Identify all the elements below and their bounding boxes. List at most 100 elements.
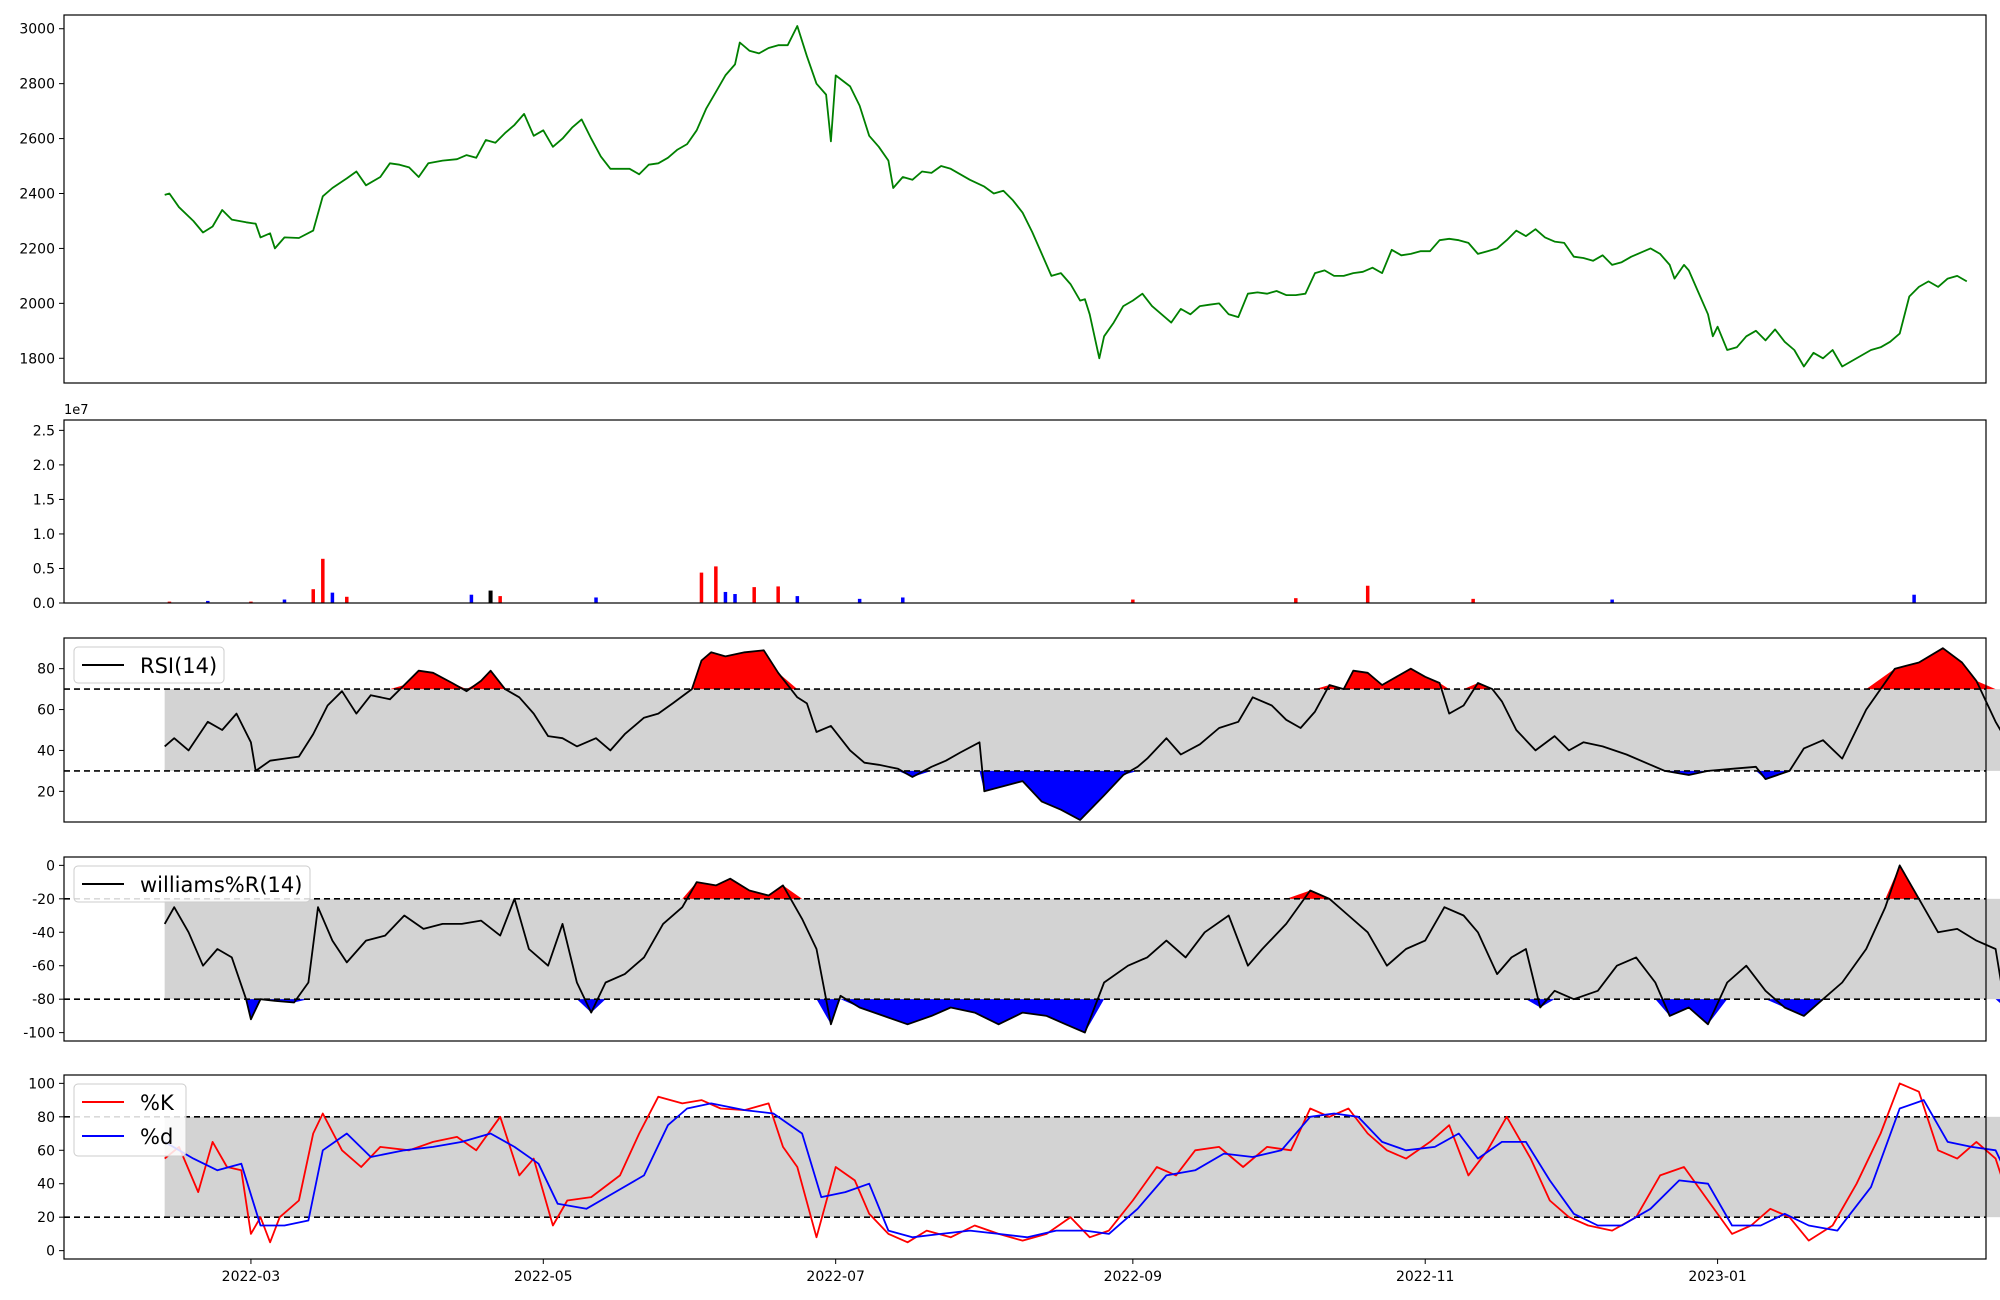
volume-bar (1131, 599, 1135, 603)
x-tick-label: 2022-03 (222, 1269, 281, 1285)
volume-bar (752, 587, 756, 603)
volume-bar (1471, 598, 1475, 603)
williams-legend-box (73, 865, 311, 903)
volume-bar (498, 596, 502, 603)
rsi-oversold-fill (164, 770, 2000, 820)
stochastic-ytick-label: 60 (37, 1143, 55, 1159)
x-tick-label: 2022-11 (1396, 1269, 1455, 1285)
rsi-neutral-band (164, 689, 2000, 771)
d-legend-label: %d (140, 1125, 173, 1149)
rsi-line (164, 647, 2000, 821)
stochastic-ytick-label: 80 (37, 1110, 55, 1126)
price-ytick-label: 2000 (19, 296, 55, 312)
price-ytick-label: 2800 (19, 77, 55, 93)
volume-bar (594, 597, 598, 603)
williams-y-axis: 0 -20 -40 -60 -80 -100 (23, 858, 64, 1042)
rsi-ytick-label: 40 (37, 743, 55, 759)
williams-legend-label: williams%R(14) (140, 873, 302, 897)
williams-ytick-label: -20 (32, 892, 55, 908)
stochastic-ytick-label: 100 (28, 1076, 55, 1092)
volume-bar (1294, 598, 1298, 603)
price-plot-area (164, 25, 1968, 368)
volume-bar (1610, 599, 1614, 603)
stochastic-legend: %K %d (73, 1083, 187, 1157)
williams-legend: williams%R(14) (73, 865, 311, 903)
volume-y-axis: 0.0 0.5 1.0 1.5 2.0 2.5 (33, 423, 64, 612)
rsi-y-axis: 20 40 60 80 (37, 662, 64, 800)
stochastic-ytick-label: 0 (46, 1244, 55, 1260)
k-line (164, 1082, 2000, 1244)
volume-bar (488, 590, 493, 603)
price-ytick-label: 3000 (19, 22, 55, 38)
price-axes-frame (63, 14, 1987, 384)
volume-bar (857, 598, 862, 603)
volume-bar (282, 599, 287, 603)
rsi-legend-label: RSI(14) (140, 654, 217, 678)
williams-ytick-label: -80 (32, 992, 55, 1008)
stochastic-ytick-label: 20 (37, 1210, 55, 1226)
x-tick-label: 2022-05 (514, 1269, 573, 1285)
williams-axes-frame (63, 856, 1987, 1042)
williams-ytick-label: 0 (46, 858, 55, 874)
volume-ytick-label: 2.5 (33, 423, 55, 439)
price-y-axis: 1800 2000 2200 2400 2600 2800 3000 (19, 22, 64, 367)
volume-bar (699, 572, 704, 603)
volume-bar (206, 600, 210, 603)
williams-line (163, 864, 2000, 1034)
rsi-axes-frame (63, 637, 1987, 823)
volume-ytick-label: 1.5 (33, 492, 55, 508)
volume-ytick-label: 2.0 (33, 458, 55, 474)
williams-ytick-label: -100 (23, 1026, 55, 1042)
volume-ytick-label: 1.0 (33, 527, 55, 543)
stochastic-ytick-label: 40 (37, 1177, 55, 1193)
rsi-panel: 20 40 60 80 RSI(14) (37, 637, 2000, 823)
volume-bar (795, 596, 800, 603)
price-panel: 1800 2000 2200 2400 2600 2800 3000 (19, 14, 1987, 384)
williams-neutral-band (164, 898, 2000, 1000)
volume-bar (345, 596, 349, 603)
volume-bar (249, 601, 253, 603)
volume-plot-area (167, 558, 1916, 603)
price-ytick-label: 2400 (19, 187, 55, 203)
williams-oversold-fill (164, 999, 2000, 1033)
volume-bar (901, 597, 905, 603)
volume-axes-frame (63, 419, 1987, 604)
x-tick-label: 2022-09 (1104, 1269, 1163, 1285)
rsi-plot-area (64, 647, 2000, 821)
x-tick-label: 2022-07 (806, 1269, 865, 1285)
price-line (164, 25, 1968, 368)
stochastic-plot-area (64, 1082, 2000, 1244)
stochastic-axes-frame (63, 1074, 1987, 1260)
williams-ytick-label: -60 (32, 959, 55, 975)
price-ytick-label: 2600 (19, 132, 55, 148)
volume-bar (723, 591, 728, 603)
volume-bar (1365, 585, 1370, 603)
rsi-legend-box (73, 646, 225, 684)
k-legend-label: %K (140, 1091, 175, 1115)
x-tick-label: 2023-01 (1688, 1269, 1747, 1285)
volume-panel: 0.0 0.5 1.0 1.5 2.0 2.5 1e7 (33, 403, 1987, 612)
volume-bar (167, 601, 172, 603)
volume-ytick-label: 0.5 (33, 561, 55, 577)
volume-bar (311, 589, 315, 603)
price-ytick-label: 2200 (19, 241, 55, 257)
rsi-ytick-label: 80 (37, 662, 55, 678)
stochastic-panel: 0 20 40 60 80 100 %K %d (28, 1074, 2000, 1260)
volume-bar (733, 594, 737, 603)
volume-bar (321, 558, 325, 603)
rsi-ytick-label: 60 (37, 703, 55, 719)
date-x-axis: 2022-03 2022-05 2022-07 2022-09 2022-11 2023-… (222, 1259, 1747, 1285)
volume-bar (469, 594, 474, 603)
williams-plot-area (64, 864, 2000, 1034)
volume-ytick-label: 0.0 (33, 596, 55, 612)
stochastic-y-axis: 0 20 40 60 80 100 (28, 1076, 64, 1260)
williams-ytick-label: -40 (32, 925, 55, 941)
rsi-ytick-label: 20 (37, 784, 55, 800)
volume-bar (714, 566, 718, 603)
volume-bar (776, 586, 780, 603)
price-ytick-label: 1800 (19, 351, 55, 367)
williams-panel: 0 -20 -40 -60 -80 -100 williams%R(14) (23, 856, 2000, 1042)
volume-offset-label: 1e7 (64, 403, 89, 418)
